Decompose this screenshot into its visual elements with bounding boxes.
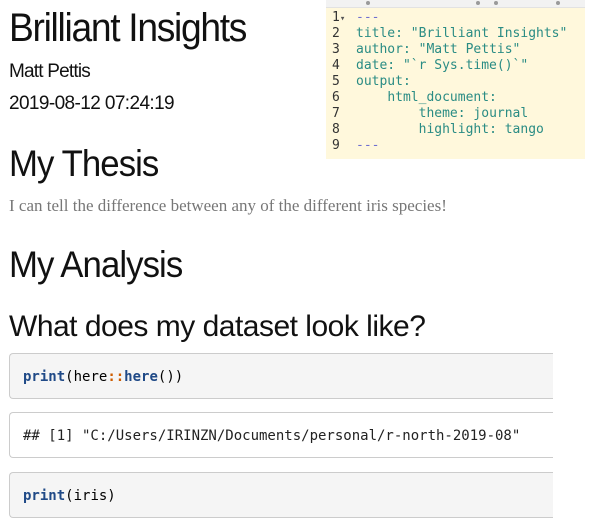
editor-toolbar-strip bbox=[326, 0, 585, 8]
document-author: Matt Pettis bbox=[9, 61, 91, 82]
toolbar-dot-icon bbox=[494, 1, 498, 5]
toolbar-dot-icon bbox=[366, 1, 370, 5]
document-date: 2019-08-12 07:24:19 bbox=[9, 93, 175, 114]
yaml-title-line: title: "Brilliant Insights" bbox=[356, 26, 568, 41]
line-number: 7 bbox=[332, 106, 340, 121]
yaml-html-document-line: html_document: bbox=[387, 90, 497, 105]
fold-arrow-icon[interactable]: ▾ bbox=[339, 14, 346, 24]
code-paren-close: ()) bbox=[157, 369, 184, 385]
code-function-print: print bbox=[23, 369, 66, 385]
section-heading-thesis: My Thesis bbox=[9, 143, 159, 184]
line-number: 2 bbox=[332, 26, 340, 41]
yaml-delimiter-line: --- bbox=[356, 10, 380, 25]
code-function-here: here bbox=[124, 369, 158, 385]
thesis-text: I can tell the difference between any of… bbox=[9, 196, 447, 215]
code-argument-iris: (iris) bbox=[65, 488, 116, 504]
document-title: Brilliant Insights bbox=[9, 6, 247, 50]
yaml-date-line: date: "`r Sys.time()`" bbox=[356, 58, 529, 73]
yaml-output-line: output: bbox=[356, 74, 411, 89]
code-output-text: ## [1] "C:/Users/IRINZN/Documents/person… bbox=[23, 428, 521, 444]
section-heading-analysis: My Analysis bbox=[9, 244, 183, 285]
subheading-dataset: What does my dataset look like? bbox=[9, 310, 426, 343]
yaml-theme-line: theme: journal bbox=[418, 106, 529, 121]
line-number: 9 bbox=[332, 138, 340, 153]
code-paren-open: ( bbox=[65, 369, 74, 385]
line-number: 3 bbox=[332, 42, 340, 57]
line-number: 5 bbox=[332, 74, 340, 89]
code-function-print: print bbox=[23, 488, 66, 504]
line-number: 6 bbox=[332, 90, 340, 105]
code-package-here: here bbox=[73, 369, 108, 385]
yaml-editor-panel[interactable]: 1▾ 2 3 4 5 6 7 8 9 --- title: "Brilliant… bbox=[326, 0, 585, 159]
toolbar-dot-icon bbox=[556, 1, 560, 5]
line-number: 1▾ bbox=[332, 10, 346, 25]
yaml-author-line: author: "Matt Pettis" bbox=[356, 42, 521, 57]
code-block-here[interactable]: print(here::here()) bbox=[9, 353, 553, 399]
yaml-highlight-line: highlight: tango bbox=[418, 122, 544, 137]
code-output-here[interactable]: ## [1] "C:/Users/IRINZN/Documents/person… bbox=[9, 412, 553, 458]
yaml-delimiter-line: --- bbox=[356, 138, 380, 153]
toolbar-dot-icon bbox=[476, 1, 480, 5]
editor-code-lines[interactable]: --- title: "Brilliant Insights" author: … bbox=[356, 10, 585, 154]
code-block-iris[interactable]: print(iris) bbox=[9, 472, 553, 518]
line-number: 8 bbox=[332, 122, 340, 137]
line-number: 4 bbox=[332, 58, 340, 73]
code-namespace-operator: :: bbox=[107, 369, 125, 385]
editor-gutter: 1▾ 2 3 4 5 6 7 8 9 bbox=[326, 10, 354, 154]
